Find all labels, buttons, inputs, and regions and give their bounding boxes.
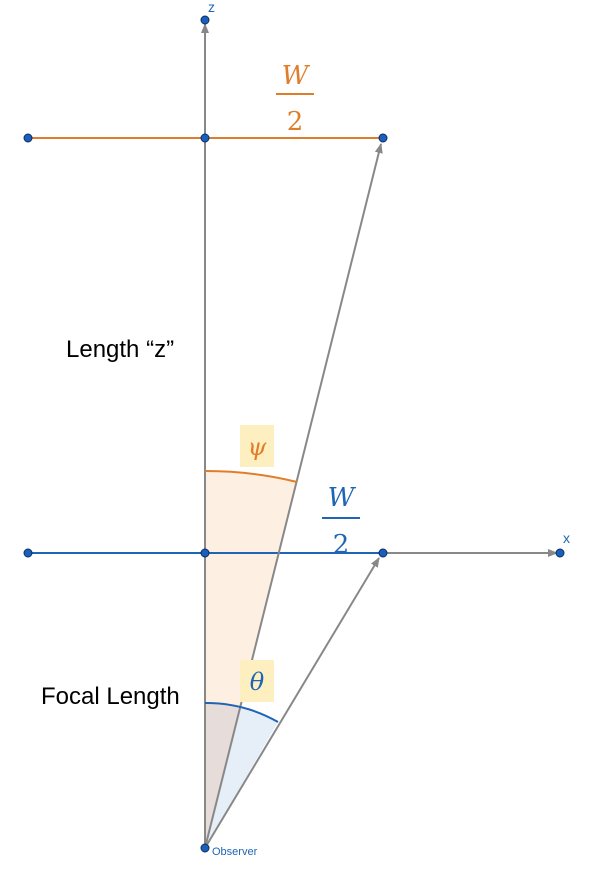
psi-label: ψ: [248, 433, 268, 461]
theta-label: θ: [250, 668, 265, 696]
z-axis-end-point: [200, 15, 210, 25]
length-z-label: Length “z”: [66, 336, 174, 363]
ray-to-top-point: [204, 143, 383, 849]
top-axis-point: [200, 133, 210, 143]
observer-label: Observer: [212, 846, 258, 858]
z-axis-label: z: [208, 0, 215, 15]
x-axis-end-point: [555, 548, 565, 558]
top-right-point: [378, 133, 388, 143]
top-fraction-numerator: W: [282, 61, 311, 91]
x-axis-label: x: [563, 530, 570, 546]
origin-point: [200, 548, 210, 558]
middle-fraction-denominator: 2: [333, 530, 350, 560]
middle-fraction-numerator: W: [328, 483, 357, 513]
middle-right-point: [378, 548, 388, 558]
ray-to-middle-point: [204, 557, 380, 849]
observer-point: [200, 843, 210, 853]
middle-left-point: [23, 548, 33, 558]
top-fraction-denominator: 2: [287, 107, 304, 137]
focal-length-label: Focal Length: [41, 683, 180, 710]
psi-arc: [204, 469, 298, 483]
top-left-point: [23, 133, 33, 143]
theta-label-bg: [240, 660, 274, 702]
theta-arc: [204, 701, 279, 723]
psi-label-bg: [240, 425, 274, 467]
